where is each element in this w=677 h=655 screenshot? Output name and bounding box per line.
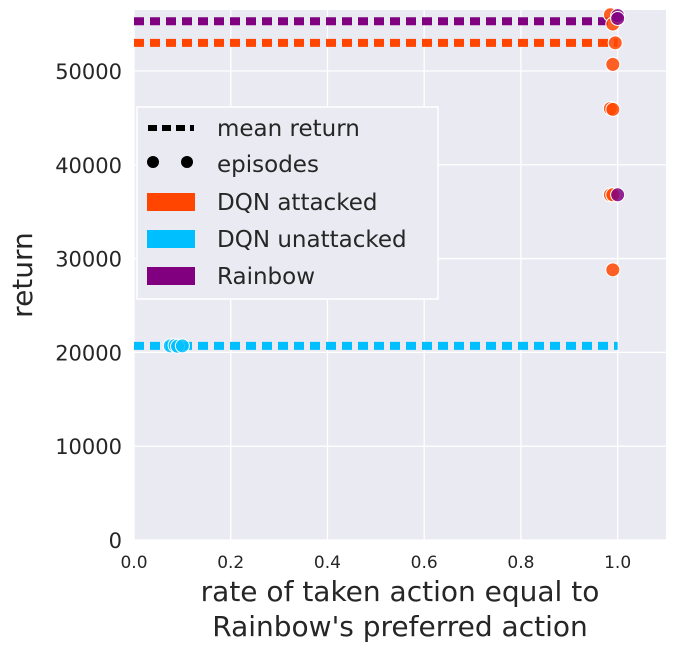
y-tick-label: 10000 xyxy=(55,435,122,459)
y-tick-label: 50000 xyxy=(55,60,122,84)
episode-points xyxy=(162,7,626,354)
legend-patch-dqn-unattacked xyxy=(147,230,195,248)
legend-label-dqn-attacked: DQN attacked xyxy=(217,190,377,216)
x-tick-label: 0.0 xyxy=(120,553,147,573)
legend-label-rainbow: Rainbow xyxy=(217,264,315,290)
legend-patch-rainbow xyxy=(147,267,195,285)
y-tick-label: 30000 xyxy=(55,248,122,272)
episode-point xyxy=(607,35,623,51)
episode-point xyxy=(605,56,621,72)
x-tick-label: 0.4 xyxy=(314,553,341,573)
x-tick-labels: 0.0 0.2 0.4 0.6 0.8 1.0 xyxy=(120,553,631,573)
legend-patch-dqn-attacked xyxy=(147,193,195,211)
x-tick-label: 0.6 xyxy=(411,553,438,573)
legend-episodes-marker-1 xyxy=(147,156,159,168)
x-tick-label: 1.0 xyxy=(604,553,631,573)
y-tick-label: 0 xyxy=(109,529,122,553)
legend-label-mean-return: mean return xyxy=(217,116,360,142)
episode-point xyxy=(605,101,621,117)
episode-point xyxy=(174,338,190,354)
episode-point xyxy=(610,187,626,203)
y-tick-label: 20000 xyxy=(55,341,122,365)
legend-label-episodes: episodes xyxy=(217,152,319,178)
y-tick-label: 40000 xyxy=(55,154,122,178)
episode-point xyxy=(605,262,621,278)
y-tick-labels: 0 10000 20000 30000 40000 50000 xyxy=(55,60,122,553)
x-axis-label-line-2: Rainbow's preferred action xyxy=(212,610,588,643)
legend-label-dqn-unattacked: DQN unattacked xyxy=(217,227,407,253)
x-axis-label-line-1: rate of taken action equal to xyxy=(201,575,600,608)
x-tick-label: 0.8 xyxy=(507,553,534,573)
legend: mean return episodes DQN attacked DQN un… xyxy=(136,106,439,300)
episode-point xyxy=(610,10,626,26)
y-axis-label: return xyxy=(6,232,39,318)
legend-episodes-marker-2 xyxy=(181,156,193,168)
mean-lines xyxy=(134,17,618,350)
x-tick-label: 0.2 xyxy=(217,553,244,573)
